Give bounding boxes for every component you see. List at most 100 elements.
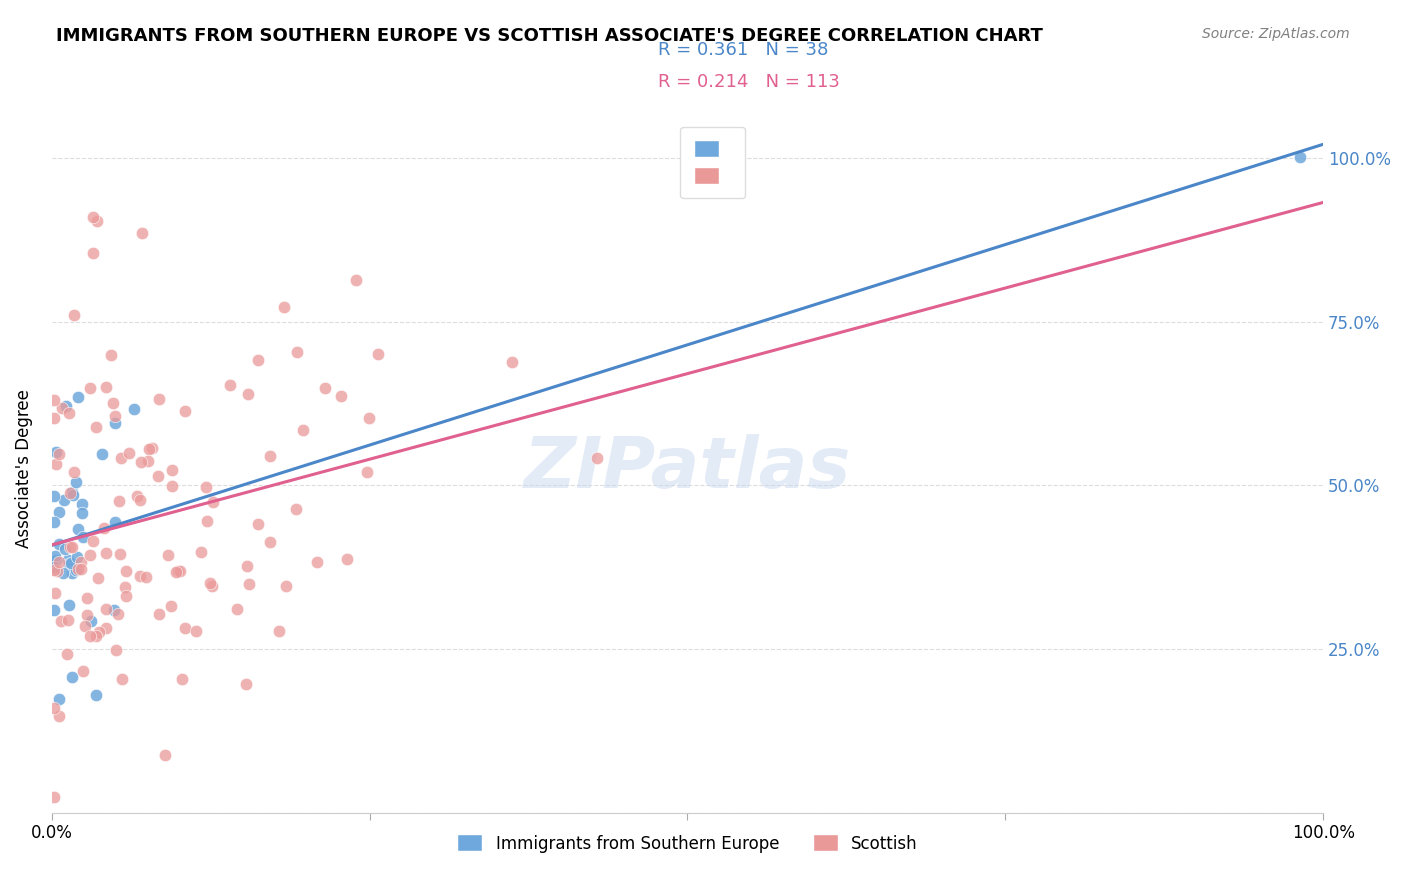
Point bbox=[45, 457, 67, 471]
Point bbox=[82, 534, 104, 549]
Point bbox=[72, 664, 94, 678]
Point bbox=[190, 544, 212, 558]
Point bbox=[291, 423, 314, 437]
Point bbox=[114, 589, 136, 603]
Point bbox=[1289, 150, 1312, 164]
Point bbox=[86, 629, 108, 643]
Point bbox=[52, 493, 75, 508]
Point bbox=[56, 647, 79, 661]
Point bbox=[44, 789, 66, 804]
Point bbox=[79, 381, 101, 395]
Point bbox=[44, 549, 66, 563]
Point bbox=[307, 555, 329, 569]
Point bbox=[60, 484, 83, 499]
Point bbox=[194, 480, 217, 494]
Point bbox=[287, 345, 309, 359]
Point bbox=[87, 571, 110, 585]
Point bbox=[201, 579, 224, 593]
Point bbox=[44, 516, 66, 530]
Point bbox=[124, 401, 146, 416]
Point bbox=[44, 411, 66, 425]
Point bbox=[45, 552, 67, 566]
Point bbox=[67, 390, 90, 404]
Legend: Immigrants from Southern Europe, Scottish: Immigrants from Southern Europe, Scottis… bbox=[451, 828, 924, 859]
Point bbox=[186, 624, 208, 638]
Point bbox=[48, 447, 70, 461]
Point bbox=[89, 625, 111, 640]
Point bbox=[356, 465, 378, 479]
Point bbox=[65, 563, 87, 577]
Point bbox=[70, 562, 93, 576]
Point bbox=[63, 308, 86, 322]
Point bbox=[284, 501, 307, 516]
Point bbox=[44, 559, 66, 574]
Point bbox=[107, 607, 129, 621]
Point bbox=[65, 475, 87, 489]
Point bbox=[94, 380, 117, 394]
Point bbox=[53, 542, 76, 557]
Point bbox=[104, 409, 127, 423]
Point bbox=[269, 624, 291, 638]
Point bbox=[148, 607, 170, 621]
Point bbox=[91, 447, 114, 461]
Point bbox=[80, 614, 103, 628]
Point bbox=[259, 449, 281, 463]
Point bbox=[66, 549, 89, 564]
Point bbox=[48, 505, 70, 519]
Point bbox=[58, 557, 80, 571]
Point bbox=[63, 465, 86, 479]
Point bbox=[44, 489, 66, 503]
Point bbox=[93, 521, 115, 535]
Point bbox=[58, 599, 80, 613]
Point bbox=[148, 392, 170, 406]
Point bbox=[169, 564, 191, 578]
Point bbox=[273, 300, 295, 314]
Y-axis label: Associate's Degree: Associate's Degree bbox=[15, 390, 32, 549]
Point bbox=[44, 393, 66, 408]
Point bbox=[105, 642, 128, 657]
Point bbox=[44, 603, 66, 617]
Point bbox=[94, 546, 117, 560]
Point bbox=[110, 451, 132, 466]
Point bbox=[153, 747, 176, 762]
Point bbox=[367, 347, 389, 361]
Point bbox=[226, 601, 249, 615]
Point bbox=[201, 495, 224, 509]
Point bbox=[329, 389, 352, 403]
Point bbox=[238, 577, 260, 591]
Point bbox=[246, 516, 269, 531]
Point bbox=[173, 621, 195, 635]
Point bbox=[235, 676, 257, 690]
Point bbox=[82, 211, 104, 225]
Point bbox=[195, 514, 218, 528]
Point bbox=[59, 541, 82, 555]
Point bbox=[174, 404, 197, 418]
Point bbox=[56, 553, 79, 567]
Point bbox=[108, 547, 131, 561]
Point bbox=[48, 692, 70, 706]
Point bbox=[62, 488, 84, 502]
Point bbox=[66, 523, 89, 537]
Point bbox=[501, 355, 523, 369]
Point bbox=[104, 417, 127, 431]
Point bbox=[96, 621, 118, 635]
Point bbox=[259, 535, 281, 549]
Point bbox=[48, 537, 70, 551]
Point bbox=[96, 602, 118, 616]
Text: Source: ZipAtlas.com: Source: ZipAtlas.com bbox=[1202, 27, 1350, 41]
Point bbox=[79, 630, 101, 644]
Point bbox=[586, 451, 609, 466]
Point bbox=[146, 468, 169, 483]
Point bbox=[48, 555, 70, 569]
Point bbox=[72, 506, 94, 520]
Point bbox=[357, 410, 380, 425]
Point bbox=[86, 689, 108, 703]
Point bbox=[49, 615, 72, 629]
Point bbox=[60, 556, 83, 570]
Point bbox=[58, 406, 80, 420]
Point bbox=[51, 401, 73, 416]
Point bbox=[129, 455, 152, 469]
Point bbox=[136, 453, 159, 467]
Point bbox=[45, 444, 67, 458]
Point bbox=[160, 463, 183, 477]
